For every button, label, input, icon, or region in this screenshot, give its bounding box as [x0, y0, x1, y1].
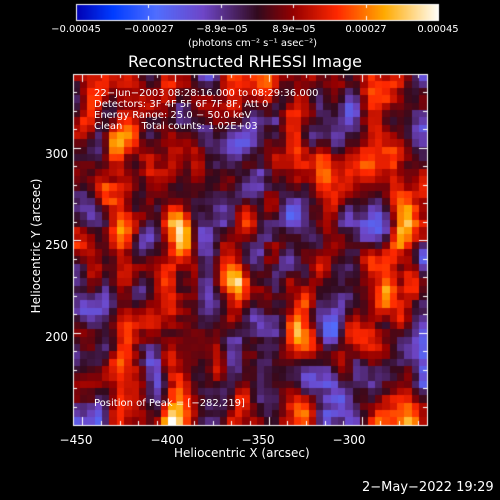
- y-tick-label: 250: [45, 238, 68, 252]
- footer-date: 2−May−2022 19:29: [362, 480, 494, 495]
- y-axis-label: Heliocentric Y (arcsec): [29, 178, 43, 314]
- annotation-time: 22−Jun−2003 08:28:16.000 to 08:29:36.000: [94, 88, 319, 99]
- x-tick-label: −450: [59, 433, 93, 447]
- colorbar-unit-label: (photons cm⁻² s⁻¹ asec⁻²): [188, 38, 318, 49]
- chart-title: Reconstructed RHESSI Image: [128, 52, 362, 71]
- x-axis-label: Heliocentric X (arcsec): [174, 446, 310, 460]
- colorbar-tick-label: −0.00045: [51, 24, 101, 35]
- x-tick-label: −350: [241, 433, 275, 447]
- y-tick-label: 300: [45, 147, 68, 161]
- colorbar-tick-label: −8.9e−05: [196, 24, 248, 35]
- y-tick-label: 200: [45, 330, 68, 344]
- annotation-energy: Energy Range: 25.0 − 50.0 keV: [94, 110, 252, 121]
- peak-position-label: Position of Peak = [−282,219]: [94, 398, 245, 409]
- annotation-counts: Clean Total counts: 1.02E+03: [94, 121, 258, 132]
- x-tick-label: −400: [150, 433, 184, 447]
- colorbar-tick-label: 0.00045: [417, 24, 459, 35]
- annotation-detectors: Detectors: 3F 4F 5F 6F 7F 8F, Att 0: [94, 99, 269, 110]
- colorbar-tick-label: 0.00027: [345, 24, 387, 35]
- colorbar-tick-label: −0.00027: [124, 24, 174, 35]
- x-tick-label: −300: [332, 433, 366, 447]
- colorbar-tick-label: 8.9e−05: [272, 24, 316, 35]
